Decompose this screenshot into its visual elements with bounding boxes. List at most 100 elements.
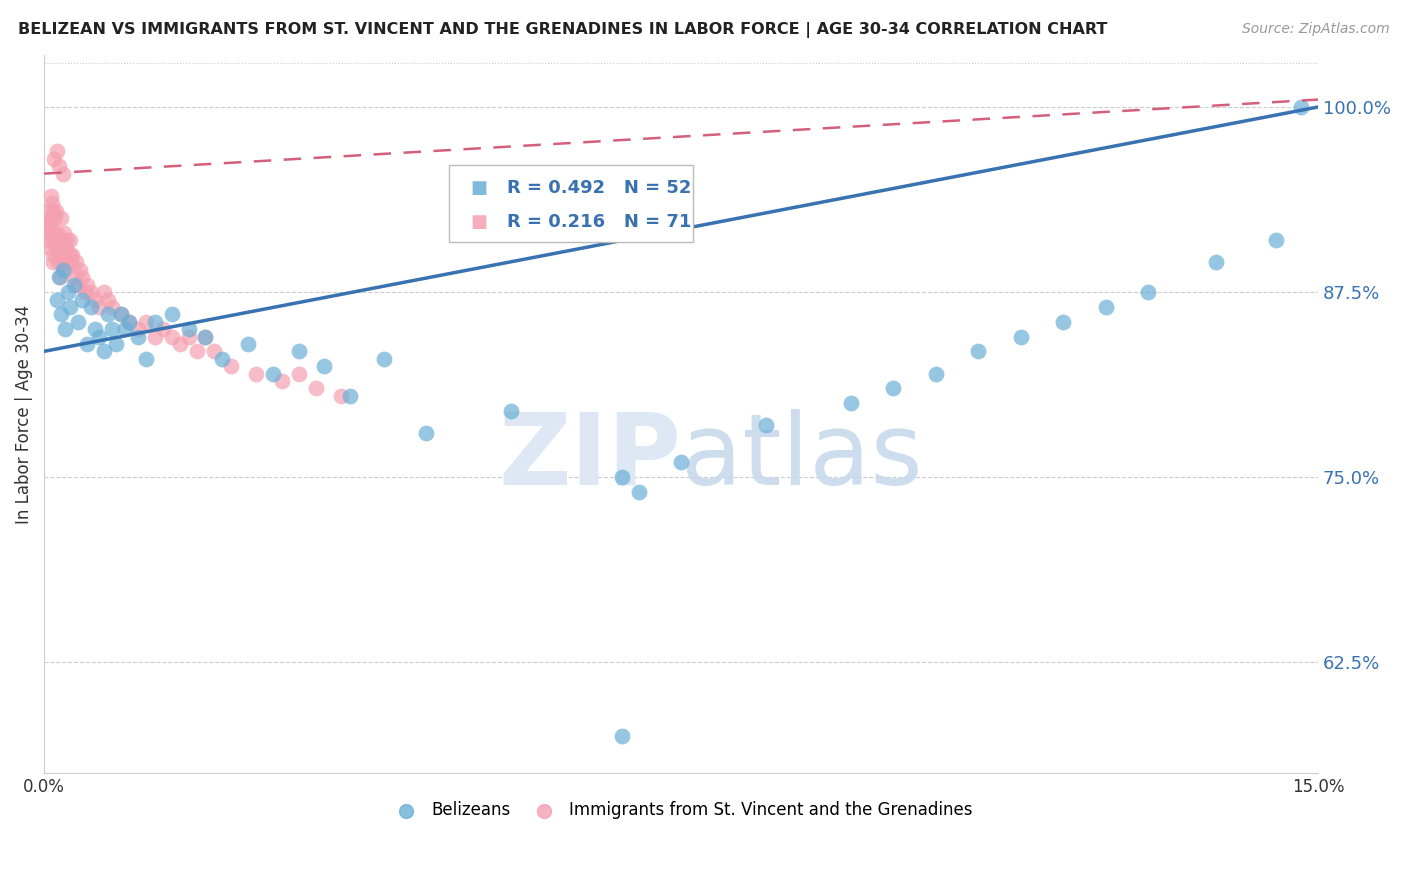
Point	[160, 329, 183, 343]
Point	[1264, 233, 1286, 247]
Point	[101, 322, 124, 336]
Point	[610, 730, 633, 744]
Point	[39, 189, 62, 203]
Point	[72, 270, 94, 285]
Point	[1052, 315, 1074, 329]
Point	[38, 219, 60, 233]
Point	[415, 425, 437, 440]
Point	[58, 248, 80, 262]
Point	[48, 233, 70, 247]
Point	[58, 233, 80, 247]
Point	[501, 403, 523, 417]
Point	[288, 367, 311, 381]
Point	[194, 329, 217, 343]
Point	[52, 226, 75, 240]
Point	[143, 329, 166, 343]
Point	[63, 277, 86, 292]
Point	[60, 248, 83, 262]
Point	[1205, 255, 1227, 269]
Point	[52, 167, 75, 181]
Point	[48, 270, 70, 285]
Point	[41, 255, 63, 269]
Point	[143, 315, 166, 329]
Legend: Belizeans, Immigrants from St. Vincent and the Grenadines: Belizeans, Immigrants from St. Vincent a…	[382, 795, 979, 826]
Point	[37, 219, 59, 233]
Point	[48, 159, 70, 173]
Point	[194, 329, 217, 343]
Y-axis label: In Labor Force | Age 30-34: In Labor Force | Age 30-34	[15, 305, 32, 524]
Point	[84, 293, 107, 307]
Point	[135, 351, 157, 366]
Point	[610, 470, 633, 484]
Point	[84, 322, 107, 336]
Point	[69, 263, 91, 277]
Point	[160, 307, 183, 321]
Point	[169, 337, 191, 351]
Point	[1094, 300, 1116, 314]
Point	[97, 307, 120, 321]
Point	[73, 285, 96, 299]
Point	[373, 351, 395, 366]
Point	[52, 263, 75, 277]
Point	[127, 322, 149, 336]
Point	[56, 285, 79, 299]
Point	[56, 233, 79, 247]
Point	[925, 367, 948, 381]
Point	[49, 270, 72, 285]
Point	[38, 226, 60, 240]
Point	[669, 455, 692, 469]
Point	[1010, 329, 1032, 343]
Point	[45, 203, 67, 218]
Text: BELIZEAN VS IMMIGRANTS FROM ST. VINCENT AND THE GRENADINES IN LABOR FORCE | AGE : BELIZEAN VS IMMIGRANTS FROM ST. VINCENT …	[18, 22, 1108, 38]
Point	[110, 307, 132, 321]
Point	[67, 277, 90, 292]
Point	[882, 381, 904, 395]
Point	[53, 322, 76, 336]
Point	[53, 248, 76, 262]
Point	[339, 389, 361, 403]
Point	[330, 389, 353, 403]
Point	[45, 145, 67, 159]
Point	[80, 300, 103, 314]
Point	[37, 203, 59, 218]
Point	[305, 381, 328, 395]
Point	[55, 241, 77, 255]
Point	[127, 329, 149, 343]
Point	[72, 293, 94, 307]
Point	[39, 211, 62, 225]
Point	[101, 300, 124, 314]
Text: ■: ■	[470, 213, 486, 231]
Text: Source: ZipAtlas.com: Source: ZipAtlas.com	[1241, 22, 1389, 37]
Point	[211, 351, 233, 366]
Point	[45, 226, 67, 240]
Text: R = 0.492   N = 52: R = 0.492 N = 52	[506, 179, 692, 197]
Point	[67, 315, 90, 329]
Point	[839, 396, 862, 410]
Point	[52, 241, 75, 255]
Point	[60, 255, 83, 269]
Point	[93, 285, 115, 299]
Text: ■: ■	[470, 179, 486, 197]
Point	[63, 270, 86, 285]
Text: atlas: atlas	[681, 409, 922, 506]
Point	[245, 367, 267, 381]
Point	[65, 255, 87, 269]
Point	[46, 255, 69, 269]
Point	[202, 344, 225, 359]
Point	[35, 233, 58, 247]
Text: ZIP: ZIP	[498, 409, 681, 506]
Point	[110, 307, 132, 321]
Point	[135, 315, 157, 329]
Point	[177, 329, 200, 343]
Point	[118, 315, 141, 329]
Point	[288, 344, 311, 359]
Point	[177, 322, 200, 336]
Point	[186, 344, 208, 359]
Point	[755, 418, 778, 433]
Text: R = 0.216   N = 71: R = 0.216 N = 71	[506, 213, 692, 231]
Point	[314, 359, 336, 373]
Point	[93, 344, 115, 359]
Point	[42, 248, 65, 262]
Point	[49, 211, 72, 225]
Point	[219, 359, 242, 373]
